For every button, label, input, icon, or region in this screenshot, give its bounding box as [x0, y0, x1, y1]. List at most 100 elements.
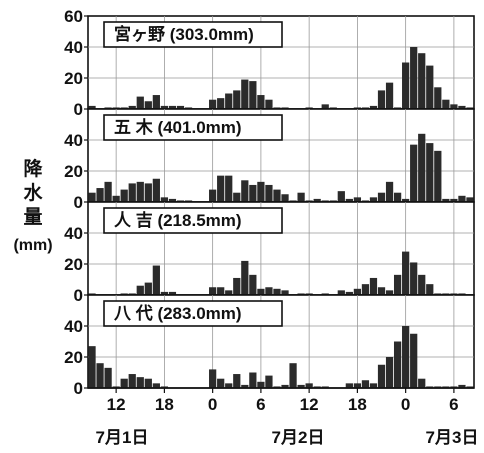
bar	[402, 326, 410, 388]
bar	[418, 378, 426, 388]
bar	[353, 197, 362, 202]
panel-label: 人 吉 (218.5mm)	[114, 211, 242, 230]
bar	[305, 383, 313, 388]
bar	[136, 377, 144, 388]
bar	[377, 192, 386, 202]
bar	[96, 188, 104, 202]
bar	[385, 82, 394, 109]
panel-label: 宮ヶ野 (303.0mm)	[114, 24, 254, 44]
y-axis-label: 降水量 (mm)	[13, 157, 52, 254]
bar	[377, 287, 386, 295]
x-tick-label: 18	[348, 395, 367, 414]
bar	[345, 198, 353, 202]
bar	[402, 251, 410, 295]
bar	[385, 290, 394, 295]
panel-3: 人 吉 (218.5mm) 40 20 0	[64, 201, 475, 305]
y-tick-label: 20	[64, 162, 83, 181]
y-tick-label: 0	[74, 379, 83, 398]
panel-label: 八 代 (283.0mm)	[114, 303, 242, 323]
bar	[297, 192, 305, 202]
bar	[112, 195, 120, 202]
x-tick-label: 6	[449, 395, 458, 414]
bar	[249, 274, 257, 295]
bar	[217, 98, 225, 109]
bar	[225, 383, 233, 388]
bar	[281, 194, 289, 202]
panel-label-box	[103, 207, 283, 234]
bar	[168, 105, 177, 109]
bar	[233, 374, 241, 388]
bar	[160, 291, 169, 295]
bar	[176, 105, 185, 109]
y-tick-label: 20	[64, 348, 83, 367]
bar	[249, 184, 257, 202]
bar	[402, 198, 410, 202]
bar	[434, 87, 442, 109]
bar	[281, 290, 289, 295]
bar	[128, 105, 136, 109]
bar	[120, 378, 128, 388]
y-tick-label: 0	[74, 100, 83, 119]
bar	[450, 198, 458, 202]
bar	[241, 384, 249, 388]
x-tick-label: 12	[300, 395, 319, 414]
bar	[281, 384, 289, 388]
bar	[225, 175, 233, 202]
bar	[144, 101, 152, 109]
bar	[136, 181, 144, 202]
panel-2: 五 木 (401.0mm) 40 20 0	[64, 108, 475, 212]
bar	[321, 104, 329, 109]
bar	[136, 285, 144, 295]
bar	[209, 287, 217, 295]
bar	[418, 274, 426, 295]
bar	[128, 183, 136, 202]
bar	[418, 53, 426, 109]
x-tick-label: 12	[107, 395, 126, 414]
bar	[353, 383, 362, 388]
y-tick-label: 0	[74, 193, 83, 212]
bar	[257, 288, 265, 295]
bar	[265, 99, 273, 109]
bar	[225, 290, 233, 295]
bar	[209, 189, 217, 202]
bar	[393, 192, 402, 202]
bar	[249, 372, 257, 388]
bar	[152, 178, 160, 202]
bar	[88, 192, 96, 202]
bar	[273, 288, 281, 295]
bar	[410, 333, 418, 388]
y-axis-label-char: 量	[23, 206, 42, 228]
bar	[96, 363, 104, 388]
bar	[88, 346, 96, 388]
bar	[144, 282, 152, 295]
bar	[313, 198, 321, 202]
bar	[233, 277, 241, 295]
panel-1: 宮ヶ野 (303.0mm) 60 40 20 0	[64, 7, 475, 119]
y-tick-label: 40	[64, 38, 83, 57]
bar	[257, 95, 265, 109]
panel-label-box	[103, 114, 283, 141]
bar	[393, 341, 402, 388]
y-tick-label: 20	[64, 255, 83, 274]
bar	[402, 62, 410, 109]
x-tick-label: 6	[256, 395, 265, 414]
bar	[241, 180, 249, 202]
bar	[361, 284, 370, 295]
bar	[104, 181, 112, 202]
panel-label-box	[103, 300, 283, 327]
y-tick-label: 40	[64, 317, 83, 336]
bar	[393, 274, 402, 295]
bar	[152, 95, 160, 109]
bar	[377, 90, 386, 109]
bar	[217, 175, 225, 202]
bar	[466, 197, 474, 202]
y-tick-label: 40	[64, 131, 83, 150]
panel-label-box	[103, 21, 283, 48]
bar	[450, 104, 458, 109]
bar	[345, 291, 353, 295]
bar	[426, 143, 434, 202]
bar	[353, 288, 362, 295]
y-axis-unit: (mm)	[13, 237, 52, 254]
bar	[442, 99, 450, 109]
